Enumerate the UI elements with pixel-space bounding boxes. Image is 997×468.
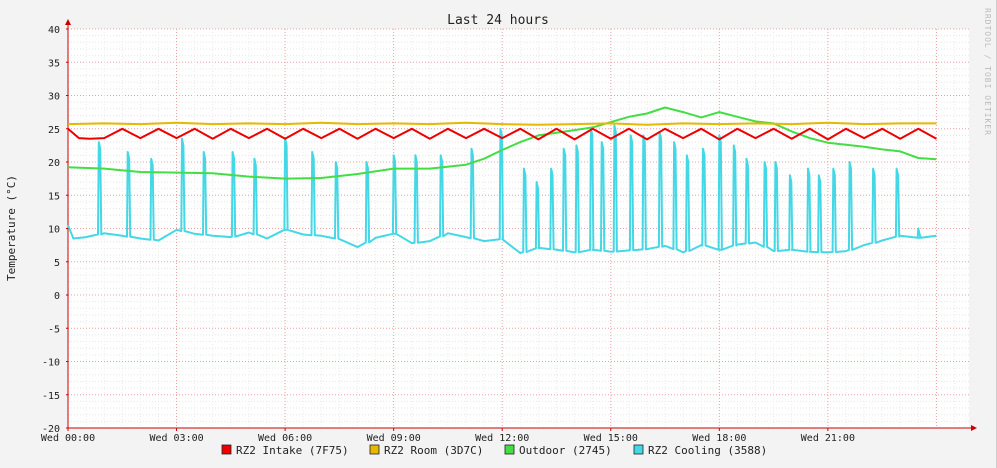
legend-label: Outdoor (2745): [519, 444, 612, 457]
x-tick-label: Wed 12:00: [475, 433, 529, 444]
x-tick-label: Wed 06:00: [258, 433, 312, 444]
y-tick-label: 25: [48, 125, 60, 136]
axes: -20 -15 -10 -5 0 5 10 15 20 25 30 35 40 Wed 00:00 Wed …: [41, 19, 977, 444]
y-tick-label: 5: [54, 258, 60, 269]
y-tick-label: 15: [48, 191, 60, 202]
legend-swatch: [633, 444, 644, 455]
series-line-3: [67, 124, 937, 255]
x-axis-arrow: [971, 425, 977, 431]
y-tick-label: -10: [42, 358, 60, 369]
legend-label: RZ2 Intake (7F75): [236, 444, 349, 457]
x-tick-label: Wed 03:00: [149, 433, 203, 444]
x-tick-label: Wed 15:00: [584, 433, 638, 444]
series-line-0: [67, 127, 937, 141]
x-tick-label: Wed 21:00: [801, 433, 855, 444]
legend-swatch: [369, 444, 380, 455]
y-axis-arrow: [65, 19, 71, 25]
y-tick-label: 10: [48, 225, 60, 236]
legend-swatch: [504, 444, 515, 455]
legend-label: RZ2 Cooling (3588): [648, 444, 767, 457]
y-tick-label: 0: [54, 291, 60, 302]
y-tick-label: -15: [42, 391, 60, 402]
y-tick-label: -20: [42, 424, 60, 435]
series-group: [67, 106, 937, 255]
chart-title: Last 24 hours: [447, 13, 549, 28]
legend: RZ2 Intake (7F75) RZ2 Room (3D7C) Outdoor …: [221, 444, 767, 457]
y-tick-label: 40: [48, 25, 60, 36]
legend-label: RZ2 Room (3D7C): [384, 444, 483, 457]
y-tick-label: 20: [48, 158, 60, 169]
series-line-2: [67, 106, 937, 180]
x-tick-label: Wed 00:00: [41, 433, 95, 444]
y-tick-label: 30: [48, 92, 60, 103]
x-tick-label: Wed 18:00: [692, 433, 746, 444]
rrdtool-watermark: RRDTOOL / TOBI OETIKER: [983, 8, 992, 136]
legend-swatch: [221, 444, 232, 455]
y-tick-label: -5: [48, 324, 60, 335]
series-line-1: [67, 121, 937, 126]
y-tick-label: 35: [48, 58, 60, 69]
x-tick-label: Wed 09:00: [367, 433, 421, 444]
y-axis-label: Temperature (°C): [5, 175, 18, 281]
